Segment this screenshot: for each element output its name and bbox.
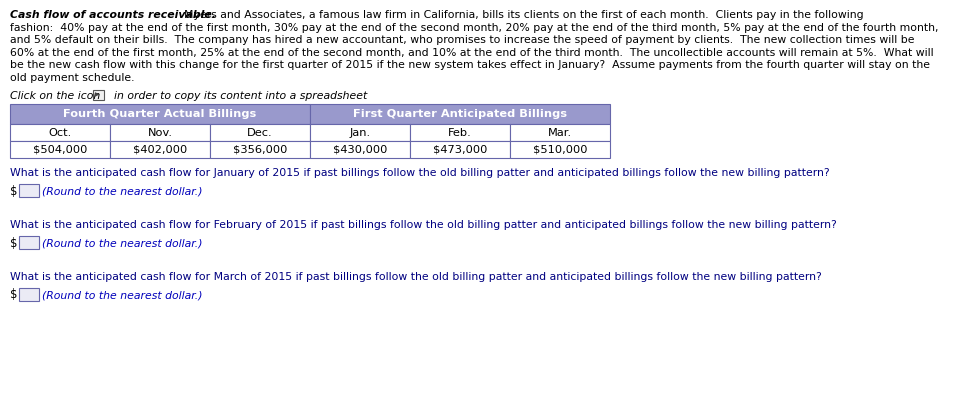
Text: (Round to the nearest dollar.): (Round to the nearest dollar.) [42,290,202,300]
Text: in order to copy its content into a spreadsheet: in order to copy its content into a spre… [107,91,367,101]
Text: What is the anticipated cash flow for January of 2015 if past billings follow th: What is the anticipated cash flow for Ja… [10,168,829,178]
Bar [210,141,310,158]
Bar [19,288,39,301]
Text: Feb.: Feb. [448,127,472,138]
Text: Fourth Quarter Actual Billings: Fourth Quarter Actual Billings [64,109,257,119]
Bar [10,141,110,158]
Text: $: $ [10,288,18,302]
Text: $: $ [10,185,18,197]
Bar [310,124,410,141]
Text: Jan.: Jan. [350,127,370,138]
Bar [410,124,510,141]
Bar [93,90,105,100]
Bar [510,124,610,141]
Text: and 5% default on their bills.  The company has hired a new accountant, who prom: and 5% default on their bills. The compa… [10,35,914,45]
Text: $356,000: $356,000 [233,145,287,154]
Text: Myers and Associates, a famous law firm in California, bills its clients on the : Myers and Associates, a famous law firm … [177,10,864,20]
Bar [410,141,510,158]
Bar [510,141,610,158]
Text: Cash flow of accounts receivable.: Cash flow of accounts receivable. [10,10,216,20]
Bar [110,124,210,141]
Bar [210,124,310,141]
Text: What is the anticipated cash flow for February of 2015 if past billings follow t: What is the anticipated cash flow for Fe… [10,220,836,230]
Text: ▶: ▶ [95,93,100,98]
Bar [10,124,110,141]
Text: Dec.: Dec. [247,127,273,138]
Text: $430,000: $430,000 [333,145,387,154]
Bar [310,141,410,158]
Bar [110,141,210,158]
Text: (Round to the nearest dollar.): (Round to the nearest dollar.) [42,186,202,196]
Bar [19,184,39,197]
Text: fashion:  40% pay at the end of the first month, 30% pay at the end of the secon: fashion: 40% pay at the end of the first… [10,23,939,33]
Bar [310,104,610,124]
Text: 60% at the end of the first month, 25% at the end of the second month, and 10% a: 60% at the end of the first month, 25% a… [10,47,934,58]
Text: be the new cash flow with this change for the first quarter of 2015 if the new s: be the new cash flow with this change fo… [10,60,930,70]
Text: old payment schedule.: old payment schedule. [10,73,135,82]
Text: What is the anticipated cash flow for March of 2015 if past billings follow the : What is the anticipated cash flow for Ma… [10,272,822,282]
Text: $510,000: $510,000 [532,145,587,154]
Text: $473,000: $473,000 [433,145,488,154]
Text: $: $ [10,236,18,250]
Text: Click on the icon: Click on the icon [10,91,101,101]
Text: First Quarter Anticipated Billings: First Quarter Anticipated Billings [353,109,567,119]
Text: Mar.: Mar. [548,127,573,138]
Text: $402,000: $402,000 [133,145,188,154]
Bar [10,104,310,124]
Bar [19,236,39,249]
Text: Oct.: Oct. [49,127,71,138]
Text: (Round to the nearest dollar.): (Round to the nearest dollar.) [42,238,202,248]
Text: $504,000: $504,000 [33,145,87,154]
Text: Nov.: Nov. [148,127,173,138]
